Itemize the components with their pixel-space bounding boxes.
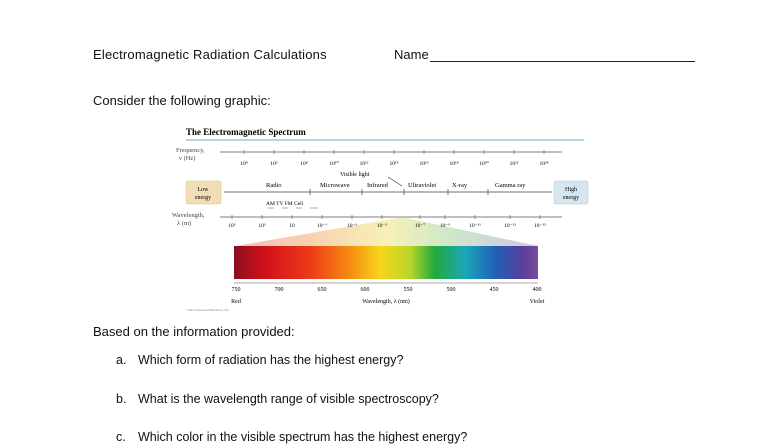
- visible-tick: 650: [318, 287, 327, 293]
- frequency-tick-marks: [243, 150, 545, 154]
- frequency-tick: 10¹⁸: [449, 161, 458, 167]
- frequency-tick: 10⁸: [300, 161, 308, 167]
- region-infrared: Infrared: [367, 182, 389, 189]
- question-b: b. What is the wavelength range of visibl…: [116, 392, 439, 406]
- visible-tick: 700: [275, 287, 284, 293]
- high-energy-label-1: High: [565, 187, 577, 193]
- wavelength-tick: 10: [289, 223, 295, 229]
- wavelength-tick: 10⁻⁹: [440, 223, 450, 229]
- question-label: a.: [116, 353, 127, 367]
- high-energy-label-2: energy: [563, 195, 579, 201]
- name-label: Name: [394, 47, 429, 62]
- region-xray: X-ray: [452, 182, 468, 189]
- question-label: c.: [116, 430, 126, 444]
- visible-beam: [236, 218, 538, 246]
- low-energy-box: [185, 180, 222, 205]
- frequency-tick: 10⁶: [270, 161, 278, 167]
- frequency-tick: 10²⁴: [539, 161, 548, 167]
- visible-ticks: 750 700 650 600 550 500 450 400: [232, 287, 542, 293]
- radio-bands-label: AM TV FM Cell: [266, 201, 304, 207]
- question-text: Which form of radiation has the highest …: [138, 353, 404, 367]
- low-energy-label-1: Low: [198, 187, 210, 193]
- em-spectrum-svg: The Electromagnetic Spectrum Frequency, …: [172, 127, 589, 313]
- wavelength-label-1: Wavelength,: [172, 212, 205, 219]
- wavelength-tick: 10⁻⁷: [415, 223, 425, 229]
- visible-light-pointer: [387, 176, 403, 187]
- visible-axis-label: Wavelength, λ (nm): [362, 298, 410, 305]
- visible-tick: 400: [533, 287, 542, 293]
- low-energy-label-2: energy: [195, 195, 211, 201]
- frequency-tick: 10²⁰: [479, 160, 489, 167]
- wavelength-tick: 10⁻¹³: [504, 223, 516, 229]
- wavelength-tick: 10³: [258, 223, 266, 229]
- violet-label: Violet: [530, 299, 545, 305]
- frequency-tick: 10⁴: [240, 161, 248, 167]
- wavelength-tick: 10⁻¹⁵: [534, 223, 546, 229]
- region-radio: Radio: [266, 182, 282, 189]
- region-ultraviolet: Ultraviolet: [408, 182, 436, 189]
- question-text: What is the wavelength range of visible …: [138, 392, 439, 406]
- frequency-tick: 10¹²: [360, 161, 369, 167]
- visible-tick: 550: [404, 287, 413, 293]
- region-arrows: [224, 189, 552, 195]
- name-blank-line[interactable]: [430, 61, 695, 62]
- based-on-text: Based on the information provided:: [93, 324, 295, 339]
- visible-light-label: Visible light: [340, 172, 370, 178]
- question-text: Which color in the visible spectrum has …: [138, 430, 468, 444]
- intro-text: Consider the following graphic:: [93, 93, 271, 108]
- visible-tick: 450: [490, 287, 499, 293]
- region-gamma: Gamma ray: [495, 182, 526, 189]
- wavelength-tick: 10⁻¹: [317, 223, 327, 229]
- wavelength-ticks: 10⁵ 10³ 10 10⁻¹ 10⁻³ 10⁻⁵ 10⁻⁷ 10⁻⁹ 10⁻¹…: [228, 223, 546, 229]
- question-label: b.: [116, 392, 127, 406]
- region-microwave: Microwave: [320, 182, 350, 189]
- wavelength-tick: 10⁻¹¹: [469, 223, 481, 229]
- question-c: c. Which color in the visible spectrum ha…: [116, 430, 467, 444]
- visible-tick: 500: [447, 287, 456, 293]
- frequency-tick: 10²²: [510, 161, 519, 167]
- visible-tick: 600: [361, 287, 370, 293]
- frequency-tick: 10¹⁰: [329, 160, 339, 167]
- question-a: a. Which form of radiation has the highes…: [116, 353, 403, 367]
- high-energy-box: [553, 180, 589, 205]
- frequency-ticks: 10⁴ 10⁶ 10⁸ 10¹⁰ 10¹² 10¹⁴ 10¹⁶ 10¹⁸ 10²…: [240, 160, 548, 167]
- copyright: ©2013 Pearson Education, Inc.: [186, 307, 230, 313]
- wavelength-tick: 10⁻⁵: [377, 223, 387, 229]
- frequency-tick: 10¹⁴: [389, 161, 398, 167]
- wavelength-tick: 10⁻³: [347, 223, 357, 229]
- frequency-label-2: ν (Hz): [179, 155, 195, 162]
- frequency-label-1: Frequency,: [176, 147, 205, 154]
- wavelength-tick: 10⁵: [228, 223, 236, 229]
- em-spectrum-figure: The Electromagnetic Spectrum Frequency, …: [170, 121, 590, 321]
- wavelength-label-2: λ (m): [177, 220, 191, 227]
- red-label: Red: [231, 299, 241, 305]
- visible-tick: 750: [232, 287, 241, 293]
- worksheet-title: Electromagnetic Radiation Calculations: [93, 47, 327, 62]
- visible-spectrum-bar: [234, 246, 538, 279]
- wavelength-tick-marks: [231, 215, 541, 219]
- figure-title: The Electromagnetic Spectrum: [186, 127, 306, 137]
- frequency-tick: 10¹⁶: [419, 161, 428, 167]
